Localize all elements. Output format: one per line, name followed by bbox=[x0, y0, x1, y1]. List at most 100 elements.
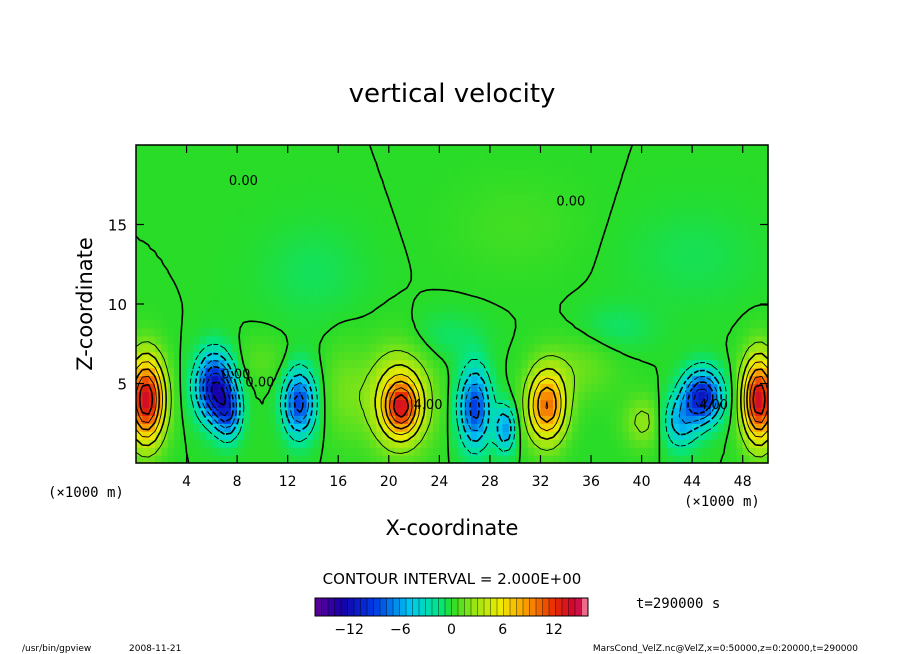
contour-lines bbox=[135, 144, 769, 464]
contour-line bbox=[194, 352, 722, 443]
heatmap-cell bbox=[742, 319, 750, 329]
heatmap-cell bbox=[477, 383, 485, 393]
heatmap-cell bbox=[407, 343, 415, 353]
heatmap-cell bbox=[369, 288, 377, 297]
heatmap-cell bbox=[591, 439, 598, 448]
heatmap-cell bbox=[666, 288, 674, 297]
heatmap-cell bbox=[616, 319, 624, 329]
heatmap-cell bbox=[730, 176, 737, 186]
heatmap-cell bbox=[742, 145, 750, 154]
heatmap-cell bbox=[382, 375, 390, 385]
heatmap-cell bbox=[622, 240, 630, 249]
heatmap-cell bbox=[325, 176, 333, 186]
heatmap-cell bbox=[610, 455, 617, 464]
heatmap-cell bbox=[635, 447, 643, 456]
heatmap-cell bbox=[420, 152, 428, 162]
heatmap-cell bbox=[275, 383, 282, 393]
heatmap-cell bbox=[376, 399, 384, 408]
heatmap-cell bbox=[395, 280, 403, 289]
heatmap-cell bbox=[521, 192, 529, 202]
heatmap-cell bbox=[572, 375, 579, 385]
heatmap-cell bbox=[312, 439, 320, 448]
heatmap-cell bbox=[597, 423, 605, 432]
heatmap-cell bbox=[508, 248, 516, 257]
heatmap-cell bbox=[717, 216, 725, 226]
heatmap-cell bbox=[369, 304, 377, 313]
heatmap-cell bbox=[660, 359, 668, 369]
heatmap-cell bbox=[256, 160, 263, 170]
heatmap-cell bbox=[553, 447, 561, 456]
heatmap-cell bbox=[306, 296, 314, 305]
heatmap-cell bbox=[401, 311, 409, 321]
heatmap-cell bbox=[666, 343, 674, 353]
heatmap-cell bbox=[388, 319, 396, 329]
heatmap-cell bbox=[414, 152, 421, 162]
heatmap-cell bbox=[578, 391, 586, 400]
heatmap-cell bbox=[464, 455, 472, 464]
heatmap-cell bbox=[420, 248, 428, 257]
heatmap-cell bbox=[534, 168, 542, 178]
heatmap-cell bbox=[565, 145, 573, 154]
heatmap-cell bbox=[553, 160, 561, 170]
heatmap-cell bbox=[167, 367, 175, 377]
heatmap-cell bbox=[730, 208, 737, 218]
heatmap-cell bbox=[136, 240, 143, 249]
heatmap-cell bbox=[540, 145, 548, 154]
heatmap-cell bbox=[218, 288, 226, 297]
heatmap-cell bbox=[439, 160, 447, 170]
heatmap-cell bbox=[268, 208, 276, 218]
heatmap-cell bbox=[192, 240, 200, 249]
heatmap-cell bbox=[407, 216, 415, 226]
heatmap-cell bbox=[496, 359, 504, 369]
heatmap-cell bbox=[502, 224, 510, 234]
heatmap-cell bbox=[173, 447, 181, 456]
heatmap-cell bbox=[603, 391, 611, 400]
heatmap-cell bbox=[540, 423, 548, 432]
heatmap-cell bbox=[521, 407, 529, 416]
heatmap-cell bbox=[281, 200, 289, 210]
heatmap-cell bbox=[281, 447, 289, 456]
heatmap-cell bbox=[553, 415, 561, 424]
heatmap-cell bbox=[711, 383, 719, 393]
heatmap-cell bbox=[439, 152, 447, 162]
heatmap-cell bbox=[742, 367, 750, 377]
heatmap-cell bbox=[192, 256, 200, 265]
heatmap-cell bbox=[584, 240, 592, 249]
heatmap-cell bbox=[312, 319, 320, 329]
heatmap-cell bbox=[515, 455, 523, 464]
heatmap-cell bbox=[508, 343, 516, 353]
heatmap-cell bbox=[249, 224, 257, 234]
heatmap-cell bbox=[452, 391, 459, 400]
heatmap-cell bbox=[161, 423, 169, 432]
heatmap-cell bbox=[483, 208, 491, 218]
heatmap-cell bbox=[249, 319, 257, 329]
heatmap-cell bbox=[483, 152, 491, 162]
heatmap-cell bbox=[692, 264, 700, 273]
heatmap-cell bbox=[426, 240, 434, 249]
heatmap-cell bbox=[148, 224, 156, 234]
heatmap-cell bbox=[470, 383, 478, 393]
heatmap-cell bbox=[224, 248, 232, 257]
heatmap-cell bbox=[237, 256, 245, 265]
heatmap-cell bbox=[363, 335, 371, 345]
heatmap-cell bbox=[338, 240, 346, 249]
heatmap-cell bbox=[376, 407, 384, 416]
heatmap-cell bbox=[521, 327, 529, 337]
heatmap-cell bbox=[243, 327, 251, 337]
heatmap-cell bbox=[534, 335, 542, 345]
heatmap-cell bbox=[148, 145, 156, 154]
heatmap-cell bbox=[142, 216, 150, 226]
heatmap-cell bbox=[628, 311, 636, 321]
heatmap-cell bbox=[660, 311, 668, 321]
heatmap-cell bbox=[420, 447, 428, 456]
heatmap-cell bbox=[300, 145, 308, 154]
heatmap-cell bbox=[382, 415, 390, 424]
heatmap-cell bbox=[256, 391, 263, 400]
heatmap-cell bbox=[452, 208, 459, 218]
heatmap-cell bbox=[350, 423, 358, 432]
heatmap-cell bbox=[628, 152, 636, 162]
x-axis-label: X-coordinate bbox=[386, 516, 519, 540]
heatmap-cell bbox=[224, 288, 232, 297]
heatmap-cell bbox=[679, 288, 687, 297]
heatmap-cell bbox=[211, 391, 219, 400]
